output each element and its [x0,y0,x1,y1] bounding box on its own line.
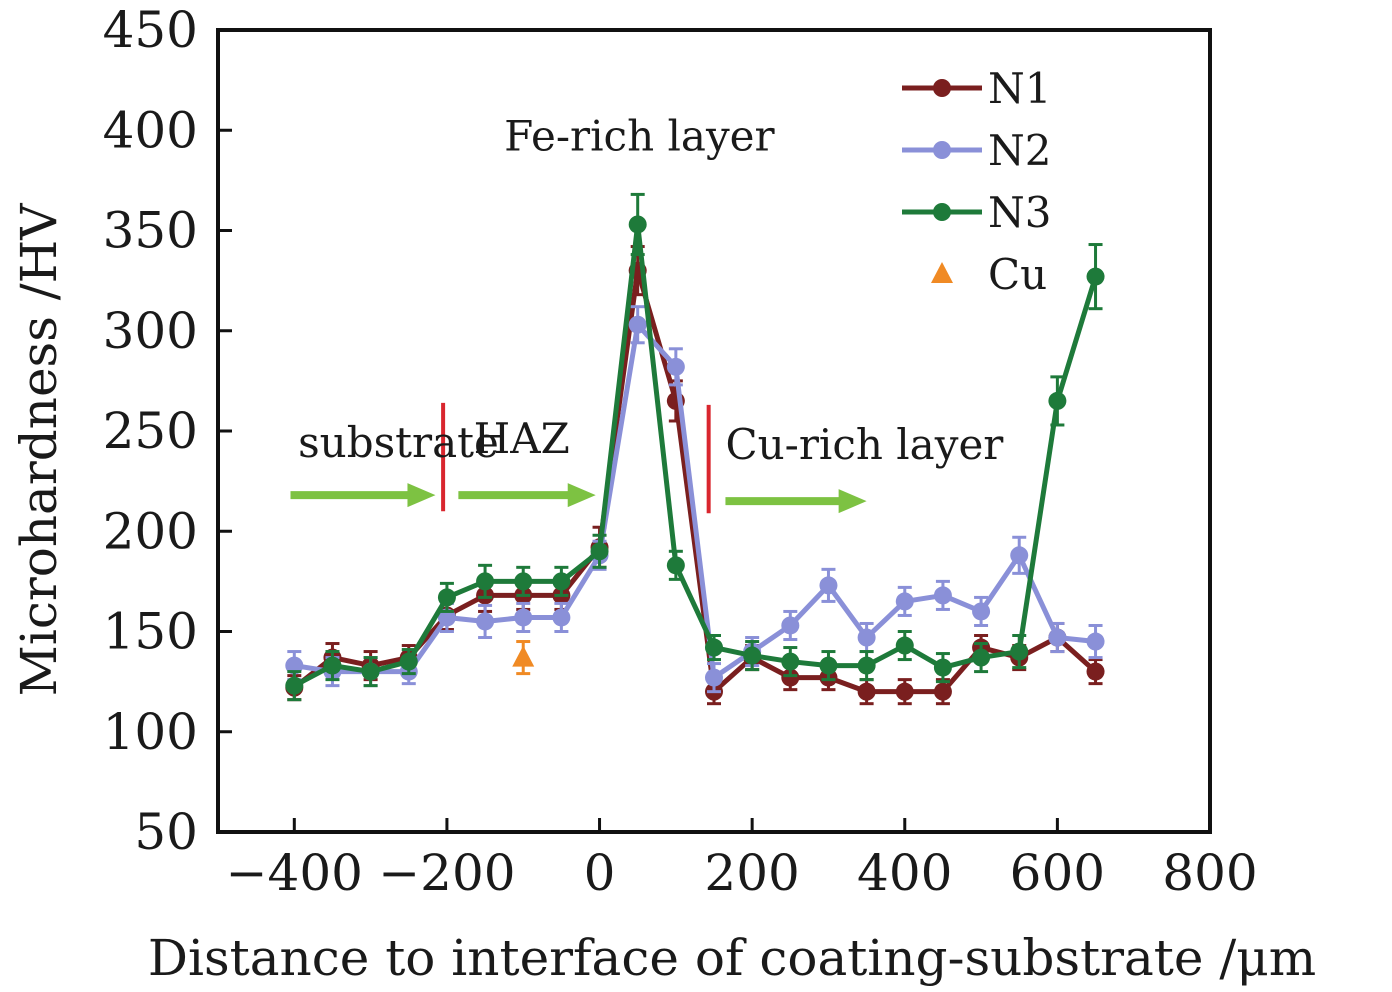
data-point-n2 [781,616,800,635]
data-point-n2 [972,602,991,621]
legend: N1 N2 N3 Cu [902,64,1051,299]
data-point-n3 [476,572,495,591]
data-point-n3 [514,572,533,591]
data-point-n3 [819,656,838,675]
x-axis-title: Distance to interface of coating-substra… [148,929,1316,987]
data-point-n2 [895,592,914,611]
region-arrow-head [407,483,436,508]
legend-item-n1: N1 [902,64,1051,113]
legend-label: N2 [988,126,1051,175]
data-point-n3 [705,638,723,657]
data-point-n3 [972,648,991,667]
data-point-n3 [895,636,914,655]
legend-label: N3 [988,188,1051,237]
annotation-label: HAZ [474,414,570,463]
series-n3 [285,192,1105,702]
data-point-n3 [323,656,342,675]
data-point-n3 [1086,267,1105,286]
data-point-n1 [857,682,876,701]
region-arrow-head [838,489,867,514]
data-point-n2 [857,628,876,647]
data-point-n3 [590,542,609,561]
data-point-n3 [361,662,380,681]
y-axis-title: Microhardness /HV [10,203,68,697]
data-point-n2 [437,608,456,627]
data-point-n2 [1010,546,1029,565]
annotation-label: substrate [298,418,499,467]
data-point-n1 [1086,662,1105,681]
x-tick-label: 200 [704,844,799,902]
series-line-n3 [293,221,1098,688]
x-tick-label: 400 [857,844,952,902]
legend-item-cu: Cu [931,250,1047,299]
annotation-label: Cu-rich layer [725,420,1004,469]
data-point-n2 [666,357,685,376]
data-point-n3 [743,646,762,665]
y-tick-label: 300 [103,302,198,360]
legend-marker [931,262,953,283]
legend-item-n3: N3 [902,188,1051,237]
data-point-cu [512,645,535,667]
y-tick-label: 250 [103,402,198,460]
data-point-n2 [514,608,533,627]
data-point-n2 [1086,632,1105,651]
data-point-n2 [552,608,571,627]
y-tick-label: 450 [103,1,198,59]
data-point-n1 [895,682,914,701]
legend-marker [933,203,951,221]
annotation-label: Fe-rich layer [504,111,775,160]
data-point-n2 [628,315,647,334]
x-tick-label: −200 [378,844,515,902]
data-point-n2 [933,586,952,605]
data-point-n2 [476,612,495,631]
y-tick-label: 200 [103,502,198,560]
region-arrows [290,483,867,514]
data-point-n3 [666,556,685,575]
data-point-n2 [1048,628,1067,647]
y-tick-label: 50 [134,803,198,861]
legend-marker [933,141,951,159]
legend-label: N1 [988,64,1051,113]
series-cu [512,640,535,676]
x-tick-label: −400 [226,844,363,902]
data-point-n3 [552,572,571,591]
series-line-n2 [293,322,1096,681]
data-point-n3 [933,658,952,677]
legend-marker [933,79,951,97]
data-point-n3 [1048,391,1067,410]
x-tick-label: 800 [1162,844,1257,902]
data-point-n3 [285,676,304,695]
series-n1 [285,245,1105,706]
y-tick-label: 400 [103,101,198,159]
data-point-n2 [285,656,304,675]
data-point-n3 [399,652,418,671]
data-point-n2 [819,576,838,595]
series-line-n1 [292,268,1098,695]
legend-item-n2: N2 [902,126,1051,175]
data-point-n2 [705,668,723,687]
y-tick-label: 350 [103,202,198,260]
y-tick-label: 100 [103,703,198,761]
data-point-n1 [933,682,952,701]
axis-ticks: −400 −200 0 200 400 600 800 50 100 150 200 250 300 35… [103,1,1258,902]
x-tick-label: 0 [584,844,616,902]
data-point-n3 [781,652,800,671]
data-point-n3 [437,588,456,607]
data-point-n3 [857,656,876,675]
y-tick-label: 150 [103,603,198,661]
data-point-n3 [628,215,647,234]
data-point-n1 [781,668,800,687]
x-tick-label: 600 [1010,844,1105,902]
data-point-n3 [1010,642,1029,661]
series-group [285,192,1105,706]
legend-label: Cu [988,250,1047,299]
region-boundary-lines [441,402,711,514]
region-arrow-head [567,483,596,508]
